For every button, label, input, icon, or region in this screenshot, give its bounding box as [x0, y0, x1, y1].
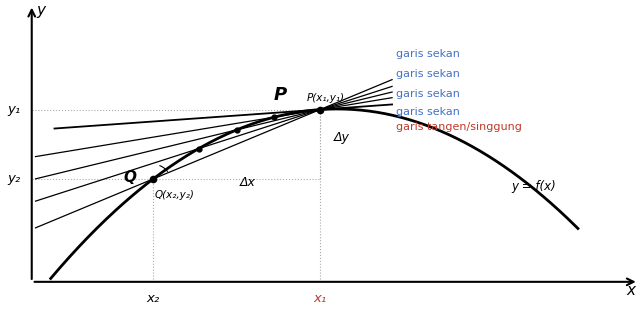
Text: garis sekan: garis sekan [396, 69, 460, 79]
Text: y = f(x): y = f(x) [511, 179, 556, 193]
Text: x: x [627, 283, 636, 298]
Text: y₁: y₁ [7, 103, 20, 116]
Text: P(x₁,y₁): P(x₁,y₁) [307, 93, 344, 103]
Text: y₂: y₂ [7, 172, 20, 185]
Text: x₁: x₁ [314, 292, 326, 305]
Text: Q: Q [124, 170, 137, 185]
Text: garis sekan: garis sekan [396, 107, 460, 117]
Text: garis sekan: garis sekan [396, 89, 460, 99]
Text: y: y [36, 3, 45, 17]
Text: Q(x₂,y₂): Q(x₂,y₂) [155, 190, 195, 200]
Text: garis tangen/singgung: garis tangen/singgung [396, 122, 522, 132]
Text: garis sekan: garis sekan [396, 49, 460, 59]
Text: Δx: Δx [240, 176, 256, 188]
Text: Δy: Δy [333, 131, 349, 144]
Text: x₂: x₂ [147, 292, 160, 305]
Text: P: P [274, 86, 287, 103]
